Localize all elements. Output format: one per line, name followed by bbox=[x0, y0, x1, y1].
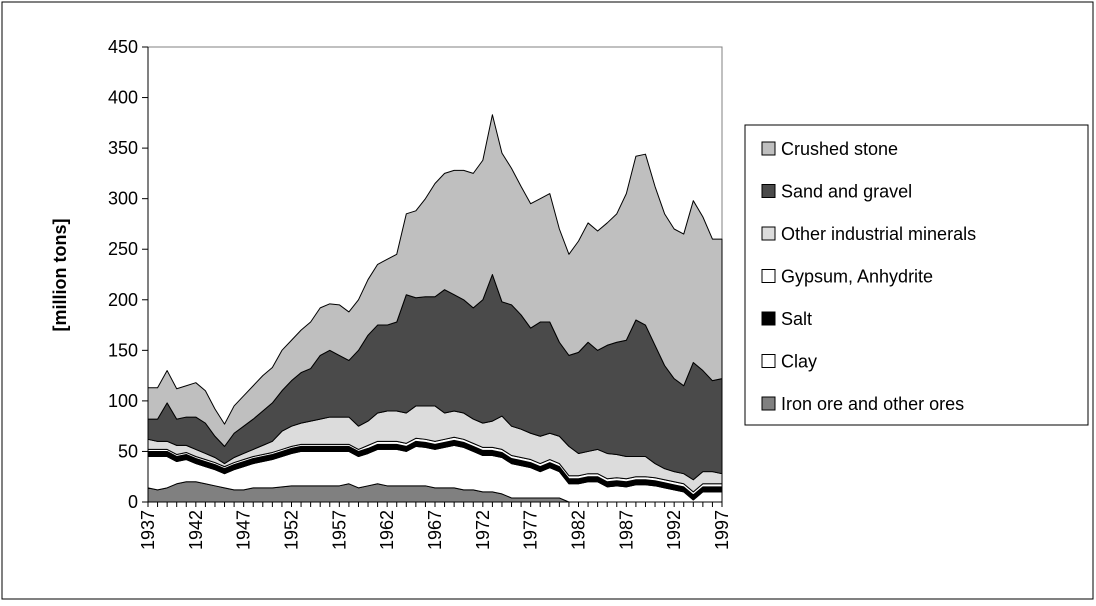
x-tick-label: 1957 bbox=[329, 510, 349, 550]
x-tick-label: 1947 bbox=[234, 510, 254, 550]
legend-label: Other industrial minerals bbox=[781, 224, 976, 244]
legend-label: Crushed stone bbox=[781, 139, 898, 159]
x-tick-label: 1972 bbox=[473, 510, 493, 550]
y-tick-label: 300 bbox=[108, 189, 138, 209]
x-tick-label: 1967 bbox=[425, 510, 445, 550]
legend-label: Clay bbox=[781, 352, 817, 372]
y-tick-label: 200 bbox=[108, 290, 138, 310]
x-tick-label: 1977 bbox=[521, 510, 541, 550]
area bbox=[147, 114, 723, 447]
legend-swatch bbox=[761, 311, 776, 326]
legend bbox=[744, 124, 1089, 426]
legend-swatch bbox=[761, 269, 776, 283]
legend-label: Sand and gravel bbox=[781, 182, 912, 202]
y-tick-label: 450 bbox=[108, 37, 138, 57]
legend-swatch bbox=[761, 141, 776, 156]
x-tick-label: 1997 bbox=[712, 510, 732, 550]
y-axis-title: [million tons] bbox=[50, 219, 70, 332]
x-tick-label: 1992 bbox=[664, 510, 684, 550]
x-tick-label: 1962 bbox=[377, 510, 397, 550]
legend-swatch bbox=[761, 354, 776, 368]
legend-swatch bbox=[761, 226, 776, 241]
legend-label: Iron ore and other ores bbox=[781, 394, 964, 414]
y-tick-label: 250 bbox=[108, 239, 138, 259]
x-tick-label: 1937 bbox=[138, 510, 158, 550]
legend-swatch bbox=[761, 184, 776, 198]
x-tick-label: 1982 bbox=[569, 510, 589, 550]
legend-label: Gypsum, Anhydrite bbox=[781, 267, 933, 287]
x-tick-label: 1987 bbox=[616, 510, 636, 550]
y-tick-label: 50 bbox=[118, 441, 138, 461]
legend-swatch bbox=[761, 396, 776, 411]
legend-label: Salt bbox=[781, 309, 812, 329]
y-tick-label: 150 bbox=[108, 340, 138, 360]
y-tick-label: 400 bbox=[108, 88, 138, 108]
x-tick-label: 1942 bbox=[186, 510, 206, 550]
y-tick-label: 350 bbox=[108, 138, 138, 158]
y-tick-label: 100 bbox=[108, 391, 138, 411]
y-tick-label: 0 bbox=[128, 492, 138, 512]
x-tick-label: 1952 bbox=[282, 510, 302, 550]
